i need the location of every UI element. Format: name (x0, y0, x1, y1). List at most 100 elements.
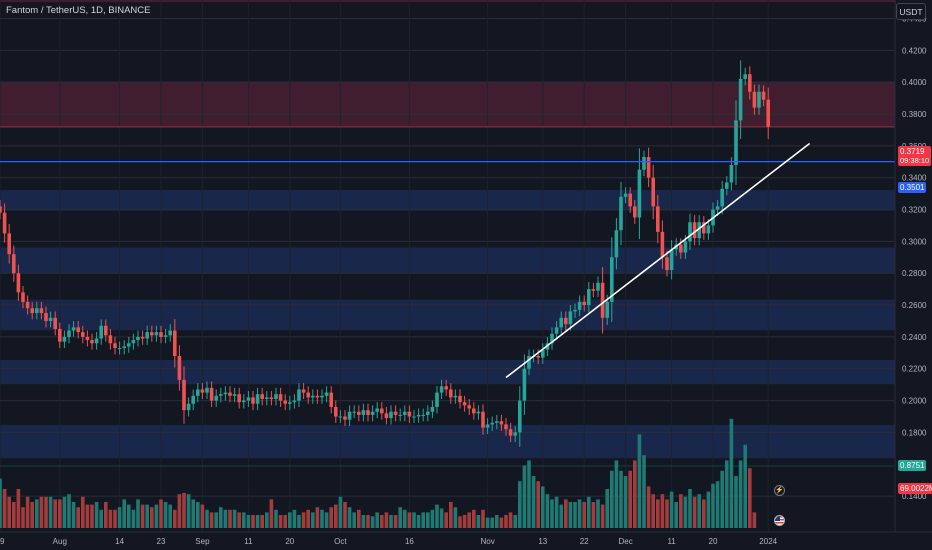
y-tick-label: 0.2600 (902, 301, 927, 310)
candle-body (752, 91, 757, 108)
x-tick-label: 11 (667, 537, 676, 546)
x-tick-label: 13 (538, 537, 547, 546)
candle-body (232, 394, 237, 396)
volume-bar (605, 489, 609, 528)
last-price-tag: 0.3719 09:38:10 (898, 146, 932, 166)
x-tick-label: 20 (709, 537, 718, 546)
currency-button[interactable]: USDT (896, 3, 926, 20)
candle-body (421, 414, 425, 416)
x-tick-label: 22 (580, 537, 589, 546)
candle-body (766, 99, 770, 127)
volume-bar (352, 512, 356, 528)
candle-body (435, 392, 439, 407)
volume-bar (94, 502, 99, 528)
volume-bar (472, 509, 476, 528)
candle-body (85, 336, 90, 341)
volume-bar (301, 512, 306, 528)
x-tick-label: 23 (157, 537, 166, 546)
candle-body (550, 333, 554, 344)
candle-body (81, 332, 85, 337)
volume-bar (200, 504, 205, 528)
candle-body (536, 356, 540, 358)
candle-body (186, 403, 191, 411)
lightning-icon[interactable]: ⚡ (774, 485, 785, 496)
candle-body (692, 222, 697, 239)
candle-body (2, 212, 7, 234)
volume-bar (104, 502, 108, 528)
volume-bar (131, 509, 136, 528)
volume-bar (260, 515, 264, 528)
candle-body (706, 225, 711, 234)
volume-bar (347, 507, 352, 528)
volume-bar (334, 504, 338, 528)
volume-bar (600, 504, 605, 528)
volume-bar (30, 502, 34, 528)
candle-body (743, 74, 747, 79)
volume-bar (370, 516, 375, 528)
volume-bar (117, 507, 122, 528)
volume-bar (398, 507, 402, 528)
candle-body (209, 387, 214, 401)
candle-body (665, 257, 669, 271)
symbol-title[interactable]: Fantom / TetherUS, 1D, BINANCE (6, 5, 151, 16)
volume-bar (481, 509, 485, 528)
volume-bar (582, 502, 586, 528)
volume-bar (669, 491, 674, 528)
volume-bar (720, 470, 724, 528)
candle-body (205, 387, 209, 393)
candle-body (7, 233, 11, 255)
volume-bar (223, 509, 228, 528)
volume-bar (430, 509, 435, 528)
x-tick-label: 14 (115, 537, 124, 546)
candle-body (495, 421, 499, 423)
candle-body (94, 338, 99, 344)
volume-bar (329, 507, 333, 528)
candle-body (729, 164, 734, 183)
candle-body (223, 392, 228, 395)
volume-bar (154, 504, 159, 528)
volume-bar (265, 512, 269, 528)
volume-bar (297, 515, 301, 528)
candle-body (265, 397, 269, 399)
y-tick-label: 0.3400 (902, 174, 927, 183)
volume-bar (426, 512, 430, 528)
volume-bar (205, 509, 209, 528)
support-zone-2 (0, 190, 895, 211)
volume-bar (499, 517, 504, 528)
volume-bar (159, 499, 163, 528)
candle-body (614, 230, 619, 258)
volume-bar (688, 489, 692, 528)
candle-body (361, 410, 366, 415)
volume-bar (366, 515, 370, 528)
us-flag-icon[interactable] (774, 515, 785, 526)
volume-bar (559, 504, 563, 528)
volume-bar (361, 515, 366, 528)
candle-body (301, 389, 306, 393)
volume-bar (536, 481, 540, 528)
volume-bar (81, 496, 85, 528)
support-zone-3 (0, 247, 895, 274)
candle-body (380, 408, 384, 414)
volume-bar (683, 496, 688, 528)
candle-body (508, 429, 513, 436)
volume-bar (541, 486, 545, 528)
candle-body (481, 411, 485, 428)
volume-bar (122, 499, 126, 528)
candle-body (219, 394, 223, 396)
candle-body (637, 169, 642, 218)
volume-bar (651, 494, 655, 528)
volume-bar (550, 499, 554, 528)
volume-bar (85, 504, 90, 528)
candle-body (329, 392, 333, 407)
candle-body (499, 421, 504, 425)
y-tick-label: 0.3000 (902, 237, 927, 246)
candle-body (522, 368, 527, 401)
volume-bar (444, 512, 448, 528)
volume-bar (706, 491, 711, 528)
volume-bar (255, 515, 260, 528)
candle-body (458, 395, 462, 403)
candle-body (108, 335, 113, 344)
candle-body (518, 400, 522, 433)
volume-bar (343, 502, 347, 528)
